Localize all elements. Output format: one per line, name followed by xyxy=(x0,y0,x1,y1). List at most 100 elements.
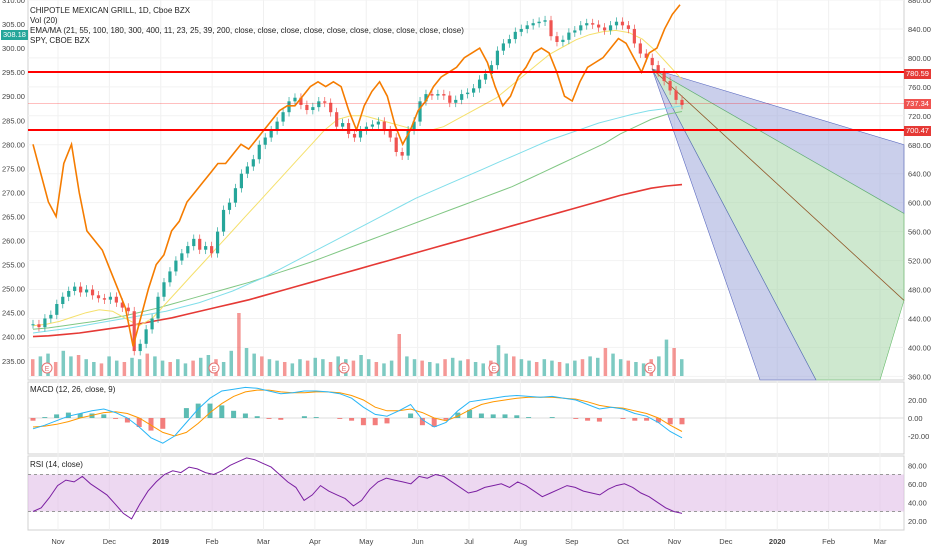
candle-body xyxy=(31,324,35,326)
volume-bar xyxy=(61,350,66,376)
volume-bar xyxy=(580,359,585,376)
candle-body xyxy=(293,97,297,102)
candle-body xyxy=(352,133,357,138)
candle-body xyxy=(430,94,434,96)
volume-bar xyxy=(336,356,340,376)
candle-body xyxy=(591,23,595,25)
candle-body xyxy=(620,21,625,26)
left-axis-tick: 305.00 xyxy=(2,20,25,29)
x-tick-label: Aug xyxy=(514,537,527,546)
candle-body xyxy=(192,238,196,247)
volume-bar xyxy=(168,362,172,376)
volume-bar xyxy=(38,356,43,376)
candle-body xyxy=(126,307,130,312)
candle-body xyxy=(287,101,291,113)
candle-body xyxy=(239,173,243,189)
earnings-marker xyxy=(208,362,220,374)
macd-histogram-bar xyxy=(65,412,71,418)
candle-body xyxy=(73,286,77,291)
earnings-marker xyxy=(644,362,656,374)
candle-body xyxy=(400,152,404,156)
volume-bar xyxy=(130,357,134,376)
volume-bar xyxy=(680,359,684,376)
candle-body xyxy=(215,231,220,254)
ma-200-line xyxy=(32,183,683,338)
candle-body xyxy=(608,25,613,31)
candle-body xyxy=(466,92,470,95)
candle-body xyxy=(281,112,285,122)
candle-body xyxy=(436,94,440,96)
candle-body xyxy=(460,94,464,100)
volume-bar xyxy=(221,362,226,376)
volume-bar xyxy=(618,359,623,376)
candle-body xyxy=(358,130,363,138)
macd-histogram-bar xyxy=(254,416,260,418)
macd-histogram-bar xyxy=(443,418,449,420)
candle-body xyxy=(323,101,327,103)
candle-body xyxy=(567,32,571,40)
right-axis-tick: 520.00 xyxy=(908,257,931,266)
macd-histogram-bar xyxy=(419,418,425,426)
candle-body xyxy=(204,246,208,250)
candle-body xyxy=(537,21,541,24)
candle-body xyxy=(406,130,410,156)
volume-bar xyxy=(298,359,302,376)
earnings-marker-label: E xyxy=(342,366,347,373)
candle-body xyxy=(656,65,660,73)
volume-bar xyxy=(267,359,272,376)
macd-histogram-bar xyxy=(278,418,284,420)
candle-body xyxy=(144,329,148,344)
candle-body xyxy=(90,289,95,296)
left-axis-tick: 265.00 xyxy=(2,212,25,221)
legend-symbol: CHIPOTLE MEXICAN GRILL, 1D, Cboe BZX xyxy=(30,6,191,15)
macd-histogram-bar xyxy=(667,418,673,425)
left-price-tag: 308.18 xyxy=(1,30,28,40)
volume-bar xyxy=(550,360,554,376)
price-tag-700: 700.47 xyxy=(904,126,931,136)
candle-body xyxy=(454,99,458,103)
volume-bar xyxy=(450,357,455,376)
candle-body xyxy=(79,286,83,293)
x-tick-label: Apr xyxy=(309,537,321,546)
candle-body xyxy=(394,137,398,152)
macd-histogram-bar xyxy=(195,403,201,418)
macd-histogram-bar xyxy=(526,417,532,418)
candle-body xyxy=(120,302,124,308)
left-axis-tick: 280.00 xyxy=(2,140,25,149)
macd-histogram-bar xyxy=(431,418,437,427)
candle-body xyxy=(138,343,142,352)
legend-ema: EMA/MA (21, 55, 100, 180, 300, 400, 11, … xyxy=(30,26,464,35)
candle-body xyxy=(549,20,553,37)
earnings-marker-label: E xyxy=(212,366,217,373)
fan-median-line xyxy=(651,68,905,301)
candle-body xyxy=(555,36,559,42)
macd-histogram-bar xyxy=(301,416,307,418)
candle-body xyxy=(531,23,535,26)
candle-body xyxy=(668,81,672,91)
candle-body xyxy=(543,20,547,22)
x-tick-label: Nov xyxy=(668,537,682,546)
candle-body xyxy=(251,159,255,167)
volume-bar xyxy=(237,313,241,376)
x-tick-label: Nov xyxy=(51,537,65,546)
candle-body xyxy=(275,121,279,131)
macd-histogram-bar xyxy=(313,417,319,418)
macd-histogram-bar xyxy=(360,418,366,426)
left-axis-tick: 260.00 xyxy=(2,237,25,246)
candle-body xyxy=(477,79,482,89)
candle-body xyxy=(650,57,654,66)
volume-bar xyxy=(565,363,569,376)
candle-body xyxy=(489,65,494,74)
x-tick-label: Dec xyxy=(719,537,733,546)
macd-histogram-bar xyxy=(596,418,602,422)
volume-bar xyxy=(176,359,180,376)
macd-histogram-bar xyxy=(372,418,378,426)
volume-bar xyxy=(382,363,386,376)
price-tag-780: 780.59 xyxy=(904,69,931,79)
candle-body xyxy=(221,209,226,232)
rsi-line xyxy=(32,457,683,520)
left-axis-tick: 285.00 xyxy=(2,116,25,125)
ema-fast-line xyxy=(32,29,683,327)
